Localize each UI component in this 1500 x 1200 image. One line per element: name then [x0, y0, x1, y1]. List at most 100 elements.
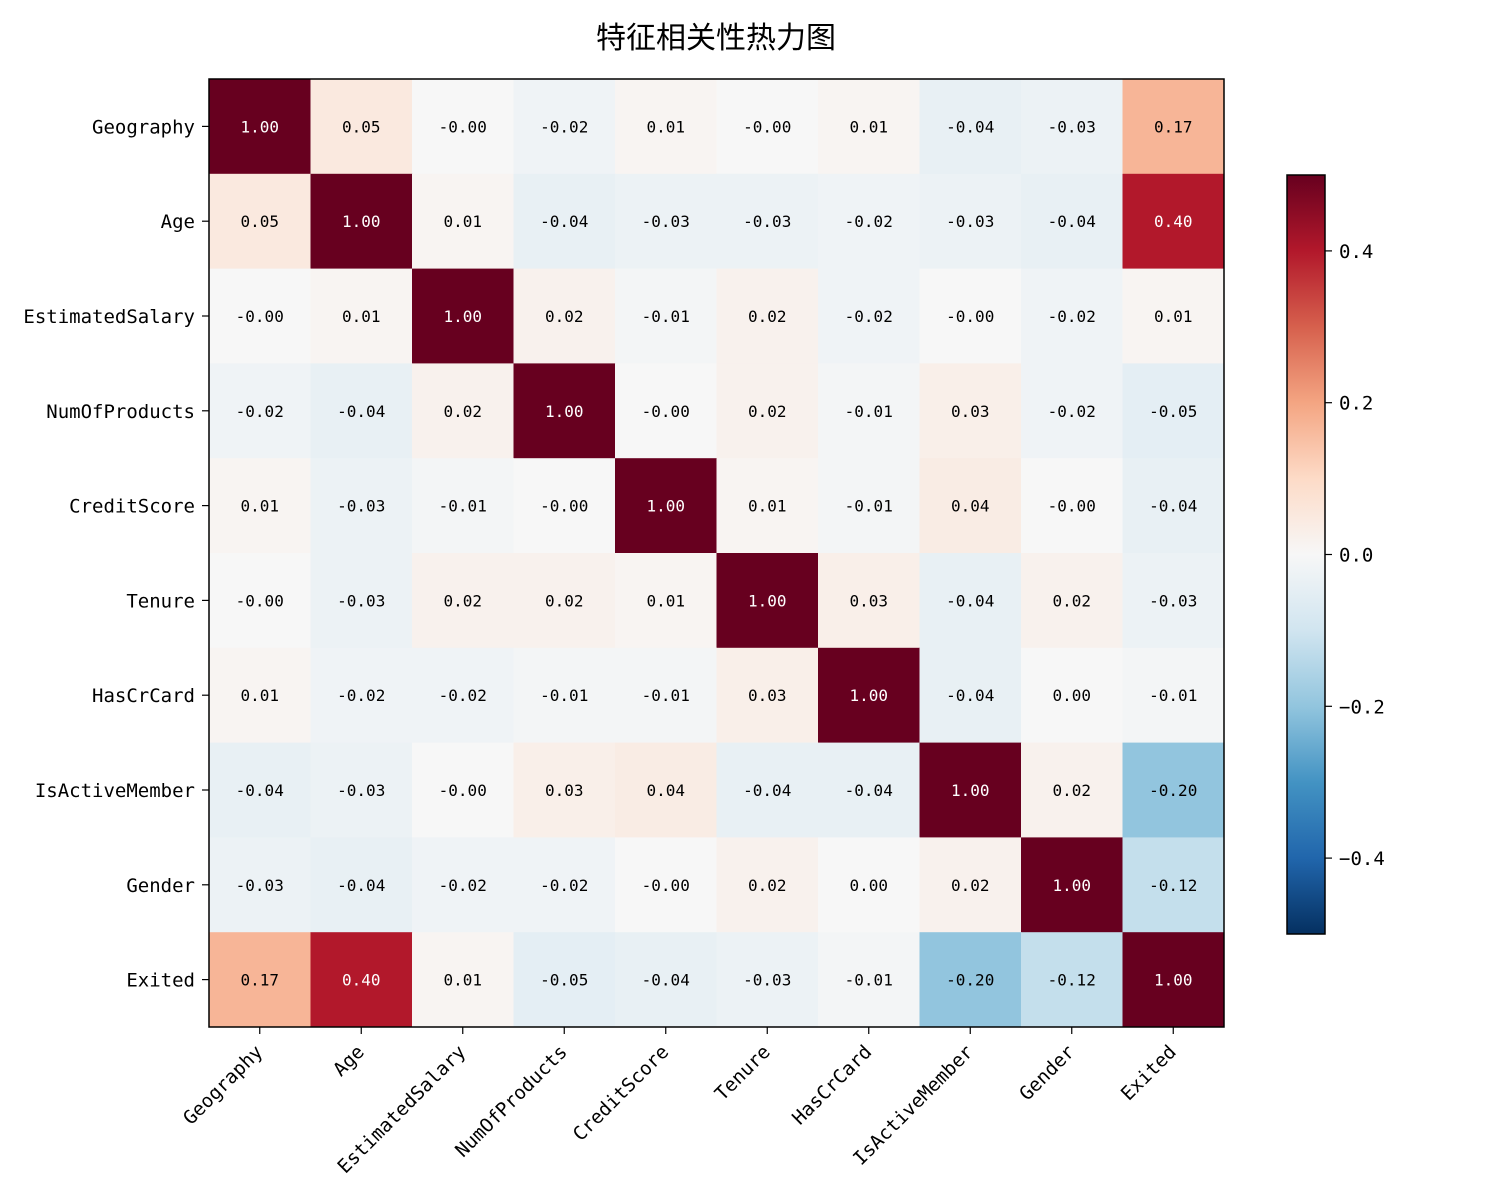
heatmap-cell	[1122, 647, 1225, 744]
heatmap-cell	[1122, 742, 1225, 838]
y-tick-label: HasCrCard	[92, 685, 195, 707]
y-tick-label: Geography	[92, 116, 195, 138]
y-tick-label: NumOfProducts	[46, 401, 195, 423]
heatmap-cell	[412, 268, 514, 364]
cell-value-label: -0.20	[1149, 781, 1197, 800]
cell-value-label: -0.00	[1048, 497, 1096, 516]
cell-value-label: 0.17	[1154, 117, 1193, 136]
heatmap-cell	[615, 173, 717, 270]
heatmap-cell	[310, 742, 413, 838]
cell-value-label: -0.04	[337, 876, 385, 895]
heatmap-cell	[1021, 173, 1123, 270]
cell-value-label: 0.05	[240, 212, 279, 231]
cell-value-label: -0.01	[1149, 686, 1197, 705]
heatmap-cell	[818, 79, 920, 175]
heatmap-cell	[513, 932, 616, 1028]
cell-value-label: -0.02	[439, 876, 487, 895]
cell-value-label: -0.03	[337, 781, 385, 800]
heatmap-cell	[716, 458, 819, 554]
heatmap-cell	[919, 458, 1022, 554]
heatmap-cell	[1122, 268, 1225, 364]
heatmap-cell	[412, 458, 514, 554]
heatmap-cell	[412, 742, 514, 838]
x-tick-label: Geography	[179, 1041, 267, 1129]
heatmap-cell	[919, 268, 1022, 364]
cell-value-label: 1.00	[1154, 971, 1193, 990]
cell-value-label: 0.02	[443, 402, 482, 421]
cell-value-label: -0.03	[946, 212, 994, 231]
heatmap-cell	[209, 553, 311, 649]
heatmap-cell	[209, 458, 311, 554]
heatmap-cell	[209, 268, 311, 364]
cell-value-label: 1.00	[849, 686, 888, 705]
cell-value-label: 1.00	[951, 781, 990, 800]
heatmap-cell	[615, 268, 717, 364]
heatmap-cell	[716, 363, 819, 459]
heatmap-cell	[615, 742, 717, 838]
heatmap-cell	[513, 742, 616, 838]
heatmap-cell	[716, 553, 819, 649]
cell-value-label: -0.02	[1048, 402, 1096, 421]
heatmap-cell	[919, 79, 1022, 175]
cell-value-label: 0.02	[443, 591, 482, 610]
heatmap-cell	[919, 647, 1022, 744]
cell-value-label: -0.00	[946, 307, 994, 326]
heatmap-cell	[919, 173, 1022, 270]
heatmap-cell	[1021, 458, 1123, 554]
heatmap-cell	[412, 553, 514, 649]
heatmap-cell	[919, 932, 1022, 1028]
heatmap-cells: 1.00 0.05 -0.00 -0.02 0.01 -0.00 0.01 -0.04 -0.0…	[209, 79, 1225, 1028]
cell-value-label: 0.02	[1052, 591, 1091, 610]
colorbar-tick-label: −0.2	[1339, 696, 1385, 718]
heatmap-cell	[310, 932, 413, 1028]
cell-value-label: -0.02	[439, 686, 487, 705]
x-axis-ticks: Geography AgeEstimatedSalaryNumOfProducts…	[179, 1027, 1181, 1178]
cell-value-label: 0.04	[951, 497, 990, 516]
heatmap-cell	[209, 742, 311, 838]
heatmap-cell	[1021, 742, 1123, 838]
heatmap-cell	[1021, 79, 1123, 175]
heatmap-cell	[818, 647, 920, 744]
colorbar-tick-label: −0.4	[1339, 848, 1385, 870]
cell-value-label: 0.05	[342, 117, 381, 136]
cell-value-label: -0.03	[642, 212, 690, 231]
cell-value-label: 1.00	[240, 117, 279, 136]
cell-value-label: 0.02	[748, 876, 787, 895]
cell-value-label: -0.20	[946, 971, 994, 990]
x-tick-label: CreditScore	[569, 1041, 674, 1146]
heatmap-cell	[615, 79, 717, 175]
cell-value-label: -0.01	[845, 497, 893, 516]
heatmap-cell	[310, 458, 413, 554]
plot-frame	[208, 78, 1225, 1028]
heatmap-cell	[1122, 837, 1225, 933]
x-tick-label: Age	[329, 1041, 369, 1081]
y-tick-label: IsActiveMember	[35, 780, 195, 802]
heatmap-cell	[818, 173, 920, 270]
heatmap-cell	[818, 742, 920, 838]
cell-value-label: 0.02	[545, 591, 584, 610]
x-tick-label: NumOfProducts	[451, 1041, 572, 1162]
cell-value-label: -0.00	[439, 117, 487, 136]
cell-value-label: 1.00	[342, 212, 381, 231]
heatmap-cell	[716, 79, 819, 175]
cell-value-label: -0.05	[1149, 402, 1197, 421]
cell-value-label: -0.05	[540, 971, 588, 990]
cell-value-label: 0.01	[240, 497, 279, 516]
heatmap-cell	[716, 932, 819, 1028]
cell-value-label: -0.04	[946, 686, 994, 705]
heatmap-cell	[1122, 363, 1225, 459]
heatmap-cell	[1021, 363, 1123, 459]
cell-value-label: 0.02	[1052, 781, 1091, 800]
heatmap-cell	[716, 268, 819, 364]
cell-value-label: -0.02	[845, 212, 893, 231]
cell-value-label: -0.02	[337, 686, 385, 705]
cell-value-label: 0.01	[443, 971, 482, 990]
heatmap-cell	[818, 458, 920, 554]
cell-value-label: 0.17	[240, 971, 279, 990]
heatmap-cell	[716, 647, 819, 744]
cell-value-label: -0.04	[236, 781, 284, 800]
heatmap-cell	[818, 363, 920, 459]
cell-value-label: -0.04	[540, 212, 588, 231]
cell-value-label: -0.03	[236, 876, 284, 895]
heatmap-cell	[513, 79, 616, 175]
